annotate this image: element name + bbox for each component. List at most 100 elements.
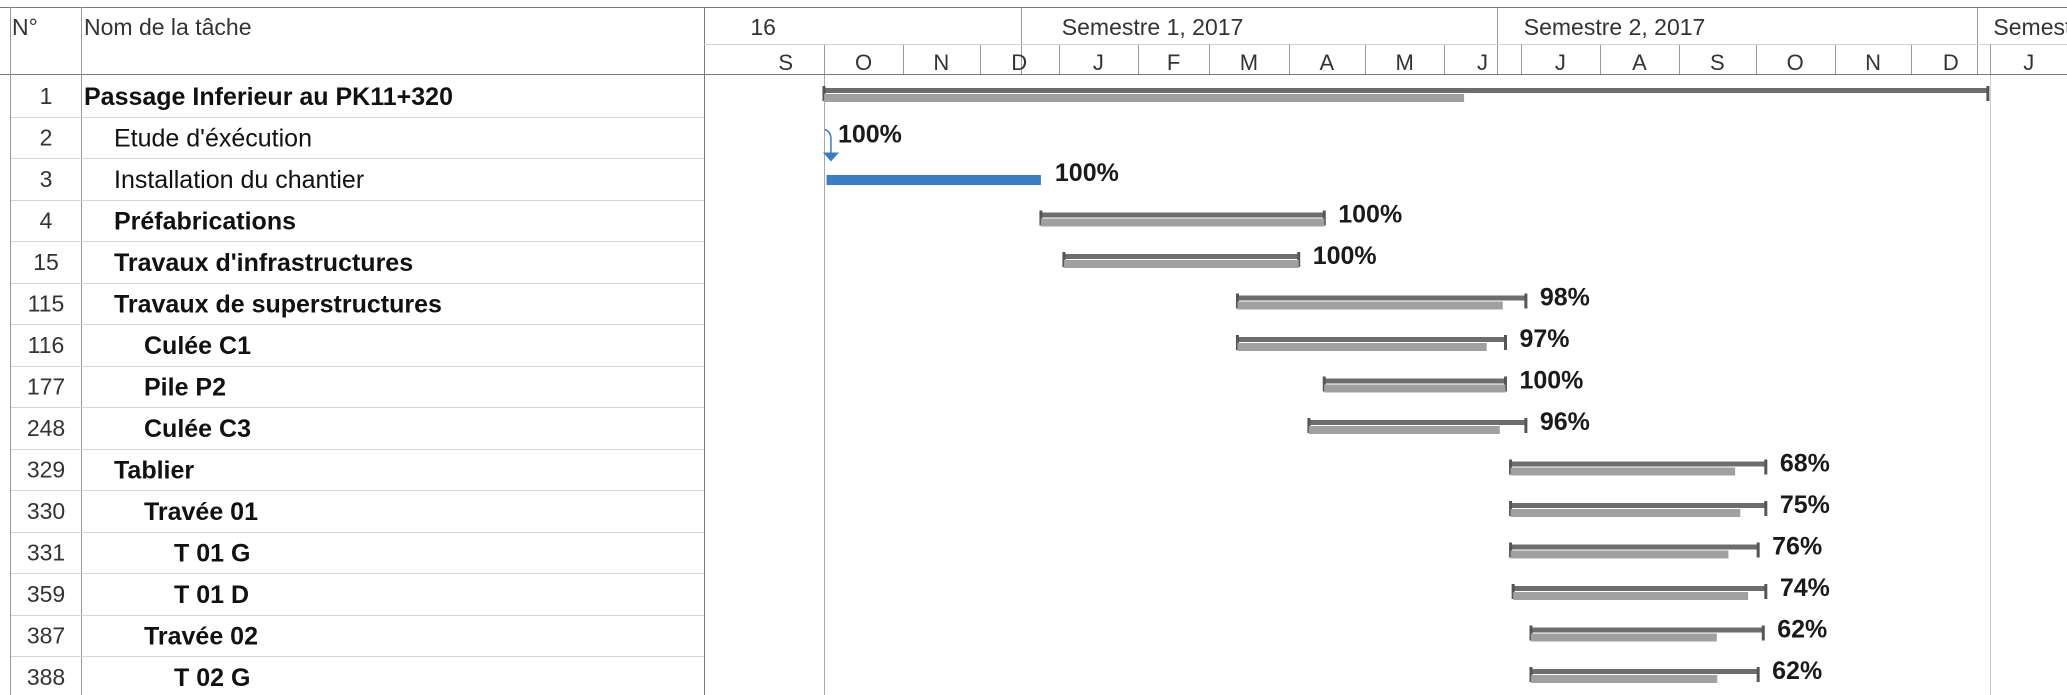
month-label: J bbox=[1093, 50, 1104, 75]
summary-bar bbox=[1063, 254, 1299, 259]
percent-complete-label: 74% bbox=[1780, 574, 1830, 602]
summary-bar bbox=[1040, 212, 1325, 218]
task-name: Pile P2 bbox=[144, 373, 226, 401]
milestone-marker bbox=[822, 152, 839, 162]
summary-bar-end-cap bbox=[1764, 459, 1768, 475]
task-id: 1 bbox=[40, 83, 53, 109]
progress-bar bbox=[1308, 426, 1500, 434]
summary-bar bbox=[1510, 503, 1766, 508]
month-label: D bbox=[1943, 50, 1959, 75]
summary-bar-end-cap bbox=[1524, 293, 1528, 309]
summary-bar-end-cap bbox=[1986, 86, 1990, 101]
summary-bar bbox=[1308, 420, 1526, 425]
task-id: 177 bbox=[27, 373, 65, 399]
task-id: 330 bbox=[27, 498, 65, 524]
task-name: Travée 02 bbox=[144, 622, 258, 650]
summary-bar-end-cap bbox=[1524, 418, 1528, 433]
task-id: 387 bbox=[27, 622, 65, 648]
percent-complete-label: 97% bbox=[1519, 325, 1569, 353]
progress-bar bbox=[1513, 592, 1749, 600]
percent-complete-label: 76% bbox=[1772, 532, 1822, 560]
task-id: 115 bbox=[28, 290, 65, 316]
summary-bar-start-cap bbox=[1062, 252, 1066, 267]
summary-bar-end-cap bbox=[1756, 667, 1760, 682]
month-label: J bbox=[2023, 50, 2034, 75]
task-bar bbox=[826, 175, 1041, 185]
progress-bar bbox=[1237, 343, 1487, 351]
summary-bar-start-cap bbox=[1322, 376, 1326, 392]
task-id: 248 bbox=[27, 415, 65, 441]
summary-bar-start-cap bbox=[1235, 335, 1239, 350]
month-label: F bbox=[1167, 50, 1180, 75]
progress-bar bbox=[823, 94, 1465, 102]
task-id: 116 bbox=[28, 332, 65, 358]
col-id-header: N° bbox=[12, 14, 38, 40]
task-name: Installation du chantier bbox=[114, 166, 364, 194]
month-label: A bbox=[1632, 50, 1647, 75]
percent-complete-label: 96% bbox=[1540, 408, 1590, 436]
month-label: O bbox=[855, 50, 872, 75]
progress-bar bbox=[1530, 633, 1717, 642]
summary-bar-start-cap bbox=[1235, 293, 1239, 309]
month-label: J bbox=[1555, 50, 1566, 75]
summary-bar-start-cap bbox=[822, 86, 826, 101]
task-id: 331 bbox=[27, 539, 65, 565]
progress-bar bbox=[1063, 260, 1299, 268]
month-label: M bbox=[1240, 50, 1258, 75]
task-name: Culée C1 bbox=[144, 332, 251, 360]
month-label: D bbox=[1011, 50, 1027, 75]
month-label: M bbox=[1395, 50, 1413, 75]
task-name: Tablier bbox=[114, 456, 194, 484]
task-id: 2 bbox=[40, 124, 53, 150]
timescale-period-label: Semestre 1, 2017 bbox=[1062, 14, 1244, 40]
task-name: Passage Inferieur au PK11+320 bbox=[84, 83, 453, 111]
task-id: 15 bbox=[33, 249, 59, 275]
summary-bar-end-cap bbox=[1764, 584, 1768, 599]
month-label: O bbox=[1787, 50, 1804, 75]
percent-complete-label: 75% bbox=[1780, 491, 1830, 519]
task-name: Etude d'éxécution bbox=[114, 124, 312, 152]
summary-bar-end-cap bbox=[1503, 335, 1507, 350]
summary-bar-start-cap bbox=[1509, 459, 1513, 475]
month-label: S bbox=[1710, 50, 1725, 75]
month-label: A bbox=[1319, 50, 1334, 75]
summary-bar bbox=[1237, 295, 1526, 301]
timescale-period-label: 16 bbox=[750, 14, 776, 40]
percent-complete-label: 100% bbox=[838, 120, 902, 148]
task-name: Travaux de superstructures bbox=[114, 290, 442, 318]
percent-complete-label: 100% bbox=[1338, 200, 1402, 228]
col-name-header: Nom de la tâche bbox=[84, 14, 251, 40]
task-name: T 01 G bbox=[174, 539, 250, 567]
month-label: S bbox=[778, 50, 793, 75]
progress-bar bbox=[1510, 467, 1736, 476]
progress-bar bbox=[1530, 675, 1718, 683]
percent-complete-label: 62% bbox=[1772, 657, 1822, 685]
summary-bar-end-cap bbox=[1322, 210, 1326, 226]
percent-complete-label: 100% bbox=[1519, 366, 1583, 394]
summary-bar-start-cap bbox=[1529, 625, 1533, 641]
month-label: N bbox=[1865, 50, 1881, 75]
summary-bar bbox=[1530, 669, 1759, 674]
timescale-period-label: Semest bbox=[1993, 14, 2067, 40]
task-name: Travée 01 bbox=[144, 498, 258, 526]
percent-complete-label: 100% bbox=[1055, 159, 1119, 187]
summary-bar-start-cap bbox=[1039, 210, 1043, 226]
summary-bar-start-cap bbox=[1529, 667, 1533, 682]
timescale-period-label: Semestre 2, 2017 bbox=[1524, 14, 1706, 40]
task-name: T 02 G bbox=[174, 664, 250, 692]
task-name: Préfabrications bbox=[114, 207, 296, 235]
summary-bar bbox=[1324, 378, 1506, 384]
summary-bar bbox=[1237, 337, 1506, 342]
month-label: N bbox=[933, 50, 949, 75]
progress-bar bbox=[1040, 218, 1325, 227]
task-bars: 100% 100% 100% 100% 98% 97% 100% 96% 68% 75% 76% 74… bbox=[822, 86, 1990, 685]
task-id: 359 bbox=[27, 581, 65, 607]
percent-complete-label: 100% bbox=[1313, 242, 1377, 270]
task-id: 329 bbox=[27, 456, 65, 482]
progress-bar bbox=[1324, 384, 1506, 393]
summary-bar-start-cap bbox=[1509, 501, 1513, 516]
month-label: J bbox=[1477, 50, 1488, 75]
summary-bar bbox=[823, 88, 1988, 93]
